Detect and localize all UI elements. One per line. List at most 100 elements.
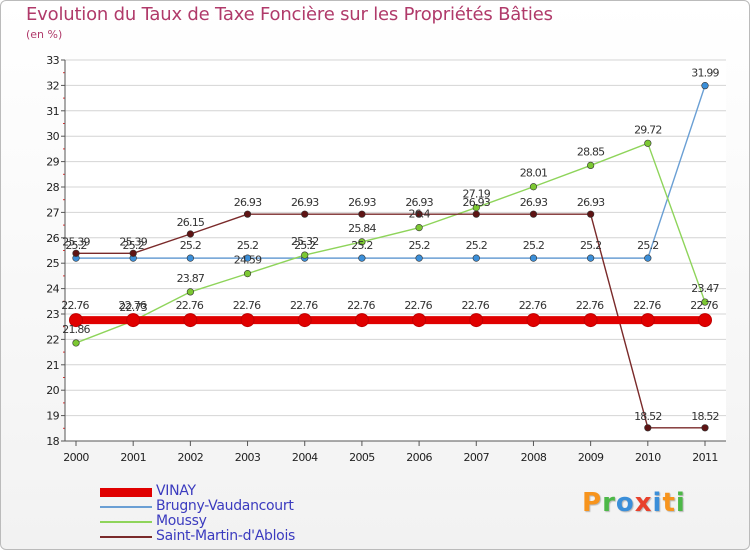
data-point-3-3 <box>243 210 252 218</box>
x-tick-label: 2007 <box>463 451 489 464</box>
data-label-2-11: 23.47 <box>691 282 719 295</box>
data-point-0-0 <box>69 313 83 328</box>
brand-letter: t <box>662 488 676 518</box>
data-label-3-9: 26.93 <box>577 196 605 209</box>
data-point-0-6 <box>412 313 427 328</box>
data-point-0-10 <box>640 313 655 328</box>
data-point-3-9 <box>587 210 595 218</box>
data-label-2-7: 27.19 <box>463 188 491 201</box>
data-point-1-6 <box>415 254 423 262</box>
data-point-3-10 <box>644 424 652 432</box>
data-point-0-1 <box>126 313 141 328</box>
legend-swatch <box>100 506 152 508</box>
x-tick-label: 2008 <box>521 451 547 464</box>
data-label-3-1: 25.39 <box>119 235 147 248</box>
y-tick-label: 23 <box>46 308 59 321</box>
brand-letter: i <box>652 488 663 518</box>
data-point-0-5 <box>354 313 369 328</box>
y-tick-label: 18 <box>46 435 59 448</box>
data-point-3-11 <box>701 424 709 432</box>
data-label-1-7: 25.2 <box>466 239 487 252</box>
x-tick-label: 2002 <box>178 451 204 464</box>
data-label-2-9: 28.85 <box>577 145 605 158</box>
brand-letter: o <box>615 488 635 518</box>
y-tick-label: 22 <box>46 333 59 346</box>
x-tick-label: 2006 <box>406 451 432 464</box>
series-line-1 <box>76 85 706 259</box>
data-label-2-8: 28.01 <box>520 167 548 180</box>
legend-swatch <box>100 487 152 497</box>
data-label-0-2: 22.76 <box>176 299 204 312</box>
data-point-3-1 <box>129 249 137 257</box>
data-label-0-10: 22.76 <box>633 299 661 312</box>
data-label-3-10: 18.52 <box>634 410 662 423</box>
data-label-1-4: 25.2 <box>294 239 315 252</box>
proxiti-logo: Proxiti <box>582 488 686 518</box>
data-label-0-3: 22.76 <box>233 299 261 312</box>
data-point-3-5 <box>358 210 366 218</box>
data-label-0-1: 22.76 <box>118 299 146 312</box>
chart-title: Evolution du Taux de Taxe Foncière sur l… <box>26 4 553 25</box>
data-point-2-10 <box>644 139 652 147</box>
data-label-3-5: 26.93 <box>348 196 376 209</box>
data-point-3-0 <box>72 249 80 257</box>
data-label-3-7: 26.93 <box>463 196 491 209</box>
data-label-1-5: 25.2 <box>351 239 372 252</box>
data-label-1-11: 31.99 <box>691 67 719 80</box>
data-label-1-0: 25.2 <box>65 239 86 252</box>
data-label-2-1: 22.73 <box>119 301 147 314</box>
data-point-2-0 <box>72 339 80 347</box>
data-label-0-6: 22.76 <box>404 299 432 312</box>
y-tick-label: 31 <box>46 105 59 118</box>
y-tick-label: 32 <box>46 79 59 92</box>
data-point-2-11 <box>701 298 709 306</box>
data-label-3-0: 25.39 <box>62 235 90 248</box>
data-label-0-0: 22.76 <box>61 299 89 312</box>
data-point-3-6 <box>415 210 423 218</box>
data-point-1-10 <box>644 254 652 262</box>
data-point-3-7 <box>472 210 480 218</box>
brand-letter: i <box>675 488 686 518</box>
data-label-0-5: 22.76 <box>347 299 375 312</box>
data-label-3-11: 18.52 <box>691 410 719 423</box>
data-label-3-6: 26.93 <box>405 196 433 209</box>
data-point-3-4 <box>301 210 309 218</box>
legend-label: Saint-Martin-d'Ablois <box>156 528 296 544</box>
series-line-2 <box>75 142 706 344</box>
data-point-0-11 <box>698 313 712 328</box>
data-point-1-7 <box>472 254 480 262</box>
x-tick-label: 2003 <box>235 451 261 464</box>
y-tick-label: 29 <box>46 156 59 169</box>
x-tick-label: 2001 <box>120 451 146 464</box>
y-tick-label: 33 <box>46 54 59 67</box>
legend-label: Moussy <box>156 513 207 529</box>
data-point-0-3 <box>240 313 255 328</box>
data-point-1-2 <box>186 254 194 262</box>
data-point-2-8 <box>529 183 538 191</box>
y-tick-label: 30 <box>46 130 59 143</box>
data-label-1-9: 25.2 <box>580 239 601 252</box>
data-point-2-6 <box>415 224 423 232</box>
data-label-1-1: 25.2 <box>123 239 144 252</box>
data-point-1-5 <box>358 254 366 262</box>
x-tick-label: 2009 <box>578 451 604 464</box>
data-label-2-2: 23.87 <box>177 272 205 285</box>
data-point-1-9 <box>587 254 595 262</box>
data-point-3-8 <box>529 210 538 218</box>
data-label-3-8: 26.93 <box>520 196 548 209</box>
data-label-1-2: 25.2 <box>180 239 201 252</box>
x-tick-label: 2000 <box>63 451 89 464</box>
data-label-0-11: 22.76 <box>690 299 718 312</box>
y-tick-label: 21 <box>46 359 59 372</box>
x-tick-label: 2005 <box>349 451 375 464</box>
brand-letter: r <box>602 488 616 518</box>
plot-area <box>65 60 726 441</box>
data-label-3-4: 26.93 <box>291 196 319 209</box>
data-label-0-9: 22.76 <box>576 299 604 312</box>
data-point-0-7 <box>469 313 484 328</box>
data-label-2-6: 26.4 <box>408 208 430 221</box>
data-label-2-10: 29.72 <box>634 123 662 136</box>
x-tick-label: 2004 <box>292 451 318 464</box>
data-label-2-5: 25.84 <box>348 222 376 235</box>
